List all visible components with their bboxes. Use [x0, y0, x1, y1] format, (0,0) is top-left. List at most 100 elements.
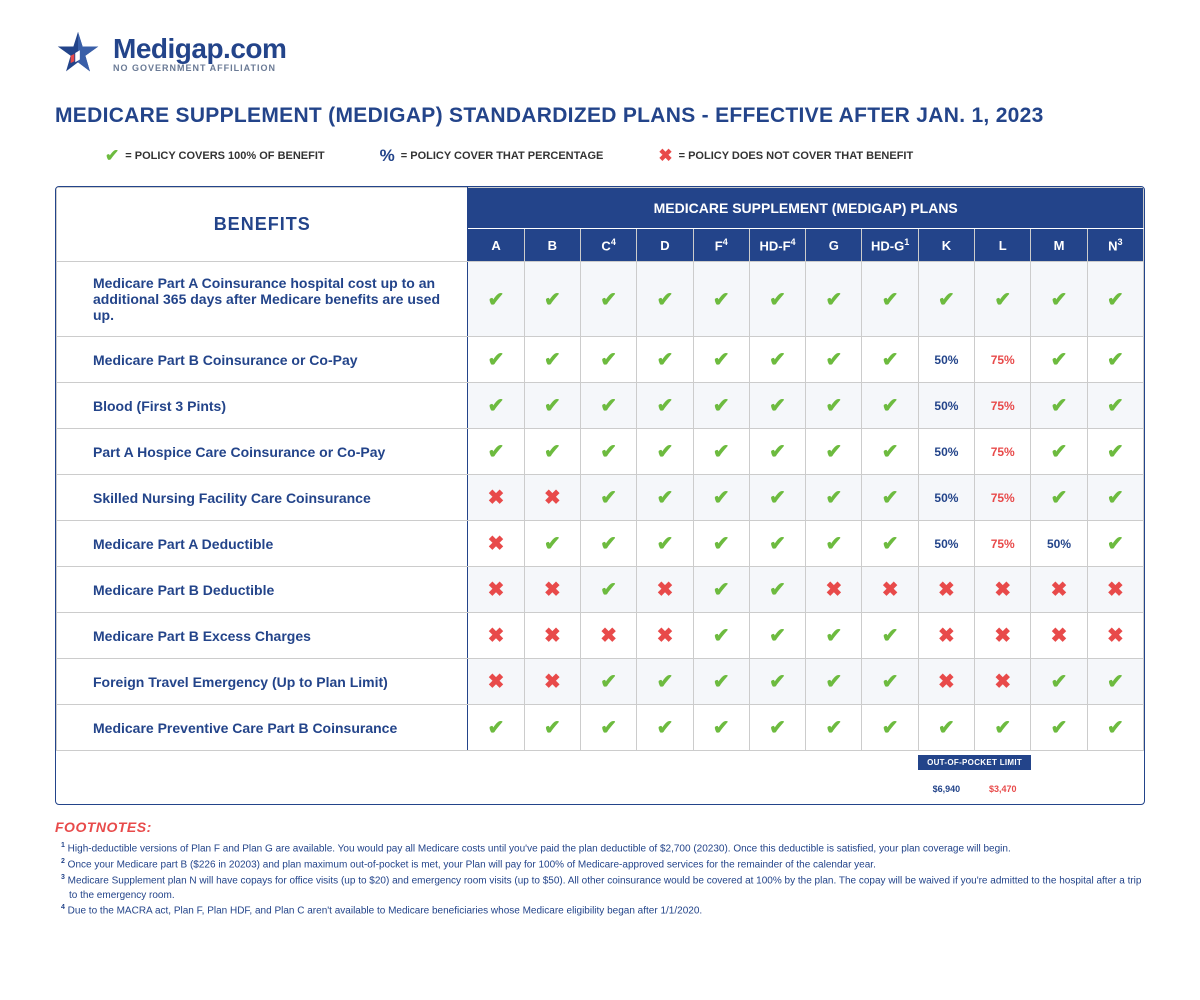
- cross-icon: ✖: [658, 146, 672, 166]
- coverage-cell: ✔: [581, 383, 637, 429]
- coverage-cell: ✔: [918, 705, 974, 751]
- footnote: 2 Once your Medicare part B ($226 in 202…: [55, 857, 1145, 873]
- coverage-cell: ✔: [1031, 429, 1087, 475]
- coverage-cell: ✔: [749, 429, 805, 475]
- coverage-cell: ✔: [524, 705, 580, 751]
- footnote: 1 High-deductible versions of Plan F and…: [55, 841, 1145, 857]
- coverage-cell: ✖: [524, 659, 580, 705]
- coverage-cell: ✔: [1031, 383, 1087, 429]
- coverage-cell: ✔: [918, 262, 974, 337]
- coverage-cell: ✔: [581, 475, 637, 521]
- coverage-cell: ✔: [524, 337, 580, 383]
- plans-table: BENEFITS MEDICARE SUPPLEMENT (MEDIGAP) P…: [56, 187, 1144, 804]
- coverage-cell: 75%: [975, 475, 1031, 521]
- coverage-cell: 75%: [975, 337, 1031, 383]
- coverage-cell: ✖: [975, 613, 1031, 659]
- coverage-cell: ✖: [637, 567, 693, 613]
- coverage-cell: ✖: [524, 475, 580, 521]
- coverage-cell: ✖: [1087, 613, 1143, 659]
- coverage-cell: 50%: [918, 429, 974, 475]
- benefit-label: Medicare Part B Coinsurance or Co-Pay: [57, 337, 468, 383]
- oop-l-value: $3,470: [975, 780, 1031, 804]
- coverage-cell: ✔: [524, 383, 580, 429]
- coverage-cell: ✔: [524, 521, 580, 567]
- legend: ✔ = POLICY COVERS 100% OF BENEFIT % = PO…: [105, 146, 1145, 166]
- benefit-row: Medicare Part B Excess Charges✖✖✖✖✔✔✔✔✖✖…: [57, 613, 1144, 659]
- coverage-cell: 50%: [918, 383, 974, 429]
- coverage-cell: 75%: [975, 429, 1031, 475]
- plan-col-c: C4: [581, 229, 637, 262]
- coverage-cell: ✔: [1031, 475, 1087, 521]
- footnote: 3 Medicare Supplement plan N will have c…: [55, 873, 1145, 903]
- coverage-cell: ✔: [693, 475, 749, 521]
- benefit-label: Foreign Travel Emergency (Up to Plan Lim…: [57, 659, 468, 705]
- coverage-cell: ✔: [468, 262, 524, 337]
- coverage-cell: ✖: [918, 613, 974, 659]
- coverage-cell: ✔: [806, 337, 862, 383]
- coverage-cell: ✔: [806, 659, 862, 705]
- coverage-cell: ✖: [524, 567, 580, 613]
- coverage-cell: 75%: [975, 521, 1031, 567]
- coverage-cell: ✔: [581, 262, 637, 337]
- coverage-cell: 50%: [1031, 521, 1087, 567]
- coverage-cell: ✖: [918, 567, 974, 613]
- coverage-cell: ✖: [637, 613, 693, 659]
- coverage-cell: ✔: [862, 337, 918, 383]
- logo-text: Medigap.com: [113, 33, 286, 65]
- coverage-cell: ✔: [806, 429, 862, 475]
- plan-col-f: F4: [693, 229, 749, 262]
- coverage-cell: ✔: [637, 383, 693, 429]
- coverage-cell: ✔: [468, 429, 524, 475]
- plan-col-n: N3: [1087, 229, 1143, 262]
- benefit-label: Medicare Preventive Care Part B Coinsura…: [57, 705, 468, 751]
- coverage-cell: ✔: [862, 521, 918, 567]
- out-of-pocket-row: OUT-OF-POCKET LIMIT: [57, 751, 1144, 781]
- benefit-row: Skilled Nursing Facility Care Coinsuranc…: [57, 475, 1144, 521]
- logo: Medigap.com NO GOVERNMENT AFFILIATION: [55, 30, 1145, 76]
- coverage-cell: ✔: [1087, 521, 1143, 567]
- coverage-cell: ✔: [581, 659, 637, 705]
- coverage-cell: 75%: [975, 383, 1031, 429]
- coverage-cell: ✖: [468, 613, 524, 659]
- coverage-cell: ✔: [749, 475, 805, 521]
- coverage-cell: ✖: [468, 659, 524, 705]
- coverage-cell: ✔: [862, 383, 918, 429]
- coverage-cell: ✔: [806, 475, 862, 521]
- coverage-cell: ✔: [693, 521, 749, 567]
- coverage-cell: ✔: [975, 705, 1031, 751]
- benefit-row: Medicare Part B Coinsurance or Co-Pay✔✔✔…: [57, 337, 1144, 383]
- legend-percent: % = POLICY COVER THAT PERCENTAGE: [380, 146, 604, 166]
- coverage-cell: ✔: [637, 429, 693, 475]
- coverage-cell: 50%: [918, 337, 974, 383]
- coverage-cell: ✔: [637, 521, 693, 567]
- benefit-label: Medicare Part B Deductible: [57, 567, 468, 613]
- coverage-cell: ✔: [806, 613, 862, 659]
- coverage-cell: ✔: [749, 337, 805, 383]
- percent-icon: %: [380, 146, 395, 166]
- coverage-cell: ✔: [1031, 705, 1087, 751]
- coverage-cell: ✔: [749, 567, 805, 613]
- benefit-row: Foreign Travel Emergency (Up to Plan Lim…: [57, 659, 1144, 705]
- coverage-cell: ✔: [468, 705, 524, 751]
- logo-subtext: NO GOVERNMENT AFFILIATION: [113, 63, 286, 73]
- benefit-row: Medicare Part A Deductible✖✔✔✔✔✔✔✔50%75%…: [57, 521, 1144, 567]
- coverage-cell: ✔: [862, 613, 918, 659]
- coverage-cell: ✔: [806, 383, 862, 429]
- benefit-row: Medicare Part A Coinsurance hospital cos…: [57, 262, 1144, 337]
- benefit-row: Part A Hospice Care Coinsurance or Co-Pa…: [57, 429, 1144, 475]
- benefit-label: Medicare Part A Coinsurance hospital cos…: [57, 262, 468, 337]
- coverage-cell: ✖: [806, 567, 862, 613]
- coverage-cell: ✔: [1087, 475, 1143, 521]
- oop-k-value: $6,940: [918, 780, 974, 804]
- coverage-cell: ✔: [862, 429, 918, 475]
- coverage-cell: ✔: [975, 262, 1031, 337]
- coverage-cell: ✔: [1087, 429, 1143, 475]
- footnotes-list: 1 High-deductible versions of Plan F and…: [55, 841, 1145, 919]
- benefit-label: Part A Hospice Care Coinsurance or Co-Pa…: [57, 429, 468, 475]
- coverage-cell: ✔: [1087, 262, 1143, 337]
- plan-col-hd-f: HD-F4: [749, 229, 805, 262]
- coverage-cell: ✔: [637, 262, 693, 337]
- coverage-cell: ✔: [581, 337, 637, 383]
- coverage-cell: ✔: [581, 429, 637, 475]
- coverage-cell: ✔: [806, 262, 862, 337]
